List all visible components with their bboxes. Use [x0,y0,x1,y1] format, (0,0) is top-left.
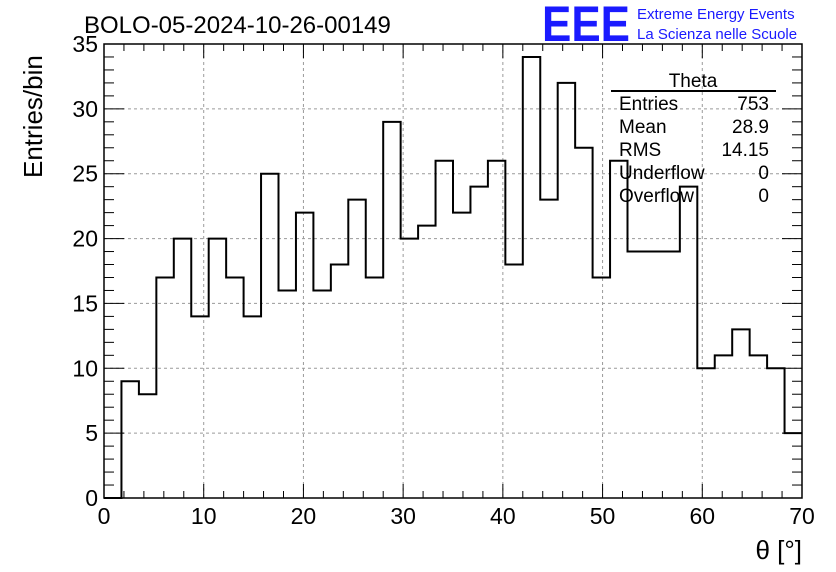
stats-value: 0 [758,186,769,207]
y-tick-label: 20 [72,226,98,252]
x-tick-labels: 0 10 20 30 40 50 60 70 [98,503,815,529]
axis-ticks [103,43,803,499]
stats-label: RMS [619,140,661,161]
x-tick-label: 50 [590,503,616,529]
y-tick-label: 25 [72,161,98,187]
chart-title: BOLO-05-2024-10-26-00149 [84,12,391,39]
stats-label: Entries [619,94,678,115]
stats-value: 753 [737,94,769,115]
logo: EEE Extreme Energy Events La Scienza nel… [542,0,797,52]
logo-line-1: Extreme Energy Events [637,6,795,23]
y-tick-label: 5 [85,420,98,446]
stats-label: Overflow [619,186,694,207]
stats-value: 14.15 [721,140,769,161]
x-axis-title: θ [°] [755,535,802,565]
x-tick-label: 0 [98,503,111,529]
stats-title: Theta [669,71,718,92]
y-tick-label: 35 [72,31,98,57]
stats-rows: Entries 753 Mean 28.9 RMS 14.15 Underflow 0 Over… [619,94,769,207]
plot-frame [103,43,803,499]
x-tick-label: 10 [191,503,217,529]
stats-value: 0 [758,163,769,184]
y-tick-labels: 0 5 10 15 20 25 30 35 [72,31,98,511]
x-tick-label: 40 [490,503,516,529]
stats-label: Mean [619,117,667,138]
x-tick-label: 70 [789,503,815,529]
x-tick-label: 30 [390,503,416,529]
logo-line-2: La Scienza nelle Scuole [637,26,797,43]
y-axis-title: Entries/bin [18,55,48,178]
stats-box: Theta Entries 753 Mean 28.9 RMS 14.15 Underflo… [611,71,776,207]
x-tick-label: 60 [689,503,715,529]
y-tick-label: 30 [72,96,98,122]
y-tick-label: 10 [72,355,98,381]
stats-value: 28.9 [732,117,769,138]
stats-label: Underflow [619,163,705,184]
y-tick-label: 0 [85,485,98,511]
y-tick-label: 15 [72,290,98,316]
histogram-outline [104,55,802,499]
x-tick-label: 20 [291,503,317,529]
